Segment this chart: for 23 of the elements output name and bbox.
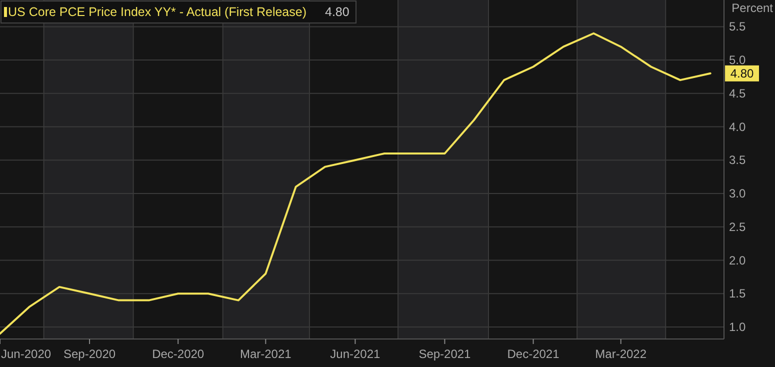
legend-label: US Core PCE Price Index YY* - Actual (First Release) bbox=[8, 5, 306, 19]
y-tick-label: 3.5 bbox=[729, 153, 746, 168]
y-tick-label: 4.0 bbox=[729, 120, 746, 134]
x-tick-label: Dec-2020 bbox=[152, 347, 204, 361]
y-tick-label: 1.0 bbox=[729, 320, 746, 334]
x-tick-label: Jun-2020 bbox=[1, 347, 52, 361]
y-tick-label: 3.0 bbox=[729, 186, 746, 201]
y-tick-label: 5.5 bbox=[729, 20, 746, 34]
x-tick-label: Mar-2022 bbox=[595, 347, 647, 361]
x-tick-label: Jun-2021 bbox=[330, 347, 381, 361]
x-tick-label: Sep-2021 bbox=[418, 347, 472, 361]
x-tick-label: Sep-2020 bbox=[64, 347, 116, 361]
line-series bbox=[0, 32, 712, 335]
x-tick-label: Mar-2021 bbox=[240, 347, 292, 361]
y-tick-label: 5.0 bbox=[729, 53, 746, 68]
text: 4.80 bbox=[325, 5, 350, 19]
y-tick-label: 4.5 bbox=[729, 86, 746, 100]
data-label: 4.80 bbox=[730, 66, 754, 80]
y-tick-label: 2.5 bbox=[729, 220, 746, 234]
y-axis-title: Percent bbox=[732, 1, 774, 15]
y-tick-label: 1.5 bbox=[729, 286, 746, 301]
y-tick-label: 2.0 bbox=[729, 253, 746, 268]
x-tick-label: Dec-2021 bbox=[507, 347, 560, 361]
